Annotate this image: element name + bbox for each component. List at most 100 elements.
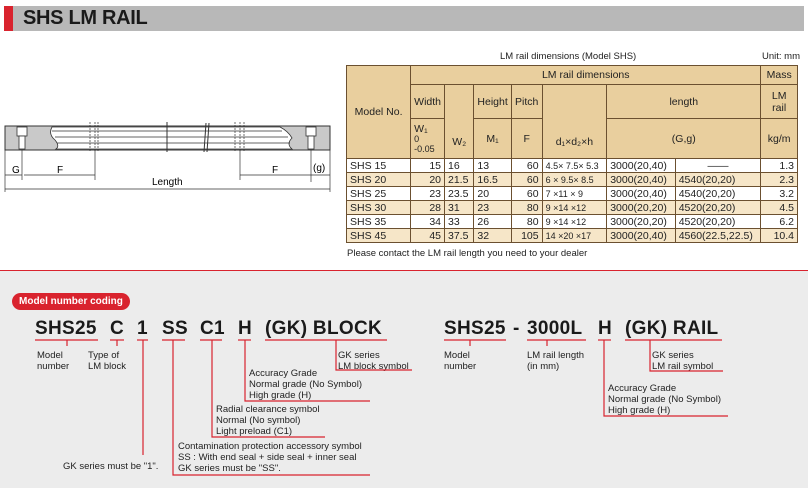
- header-length: length: [606, 84, 762, 119]
- header-group: LM rail dimensions: [410, 65, 762, 85]
- cell-w2: 21.5: [443, 172, 475, 187]
- dim-G: G: [12, 165, 20, 176]
- w1-tol-upper: 0: [414, 133, 420, 144]
- rail-drawing: G F F (g) Length: [4, 122, 331, 192]
- block-code-part: H: [238, 318, 253, 339]
- block-code-part: C: [110, 318, 125, 339]
- cell-w2: 33: [443, 214, 475, 229]
- cell-model: SHS 25: [345, 186, 412, 201]
- block-model-label: Model: [37, 350, 63, 361]
- cell-f: 60: [510, 172, 543, 187]
- header-w1: W₁: [414, 122, 428, 135]
- block-code-part: C1: [200, 318, 225, 339]
- block-model-label: number: [37, 361, 70, 372]
- header-mass-sub: LM rail: [760, 84, 798, 119]
- rail-accuracy-label: Normal grade (No Symbol): [608, 394, 721, 405]
- table-row: SHS 25 23 23.5 20 60 7 ×11 × 9 3000(20,40) 4540…: [345, 186, 798, 201]
- dim-F-right: F: [272, 165, 278, 176]
- table-note: Please contact the LM rail length you ne…: [347, 248, 588, 259]
- cell-d: 9 ×14 ×12: [541, 214, 608, 229]
- cell-d: 9 ×14 ×12: [541, 200, 608, 215]
- table-unit: Unit: mm: [762, 51, 800, 62]
- block-accuracy-label: Accuracy Grade: [249, 368, 318, 379]
- cell-w1: 15: [410, 158, 445, 173]
- header-d: d₁×d₂×h: [541, 84, 608, 159]
- table-row: SHS 35 34 33 26 80 9 ×14 ×12 3000(20,20) 4520(2…: [345, 214, 798, 229]
- header-height: Height: [473, 84, 512, 119]
- block-accuracy-label: Normal grade (No Symbol): [249, 379, 362, 390]
- table-caption: LM rail dimensions (Model SHS): [500, 51, 637, 62]
- cell-f: 105: [510, 228, 543, 243]
- cell-length-std: 3000(20,20): [606, 200, 676, 215]
- header-m1: M₁: [473, 118, 512, 159]
- rail-code-part: SHS25: [444, 318, 506, 339]
- table-row: SHS 15 15 16 13 60 4.5× 7.5× 5.3 3000(20,40) ——…: [345, 158, 798, 173]
- block-code-part: SHS25: [35, 318, 97, 339]
- cell-w1: 23: [410, 186, 445, 201]
- cell-w2: 23.5: [443, 186, 475, 201]
- block-contamination-label: SS : With end seal + side seal + inner s…: [178, 452, 357, 463]
- block-code-part: (GK) BLOCK: [265, 318, 382, 339]
- cell-length-max: 4540(20,20): [674, 172, 762, 187]
- block-clearance-label: Light preload (C1): [216, 426, 293, 437]
- cell-length-std: 3000(20,40): [606, 186, 676, 201]
- rail-model-label: number: [444, 361, 477, 372]
- block-accuracy-label: High grade (H): [249, 390, 312, 401]
- dim-g: (g): [313, 163, 325, 174]
- cell-f: 60: [510, 186, 543, 201]
- cell-mass: 6.2: [760, 214, 798, 229]
- cell-length-max: 4540(20,20): [674, 186, 762, 201]
- cell-m1: 20: [473, 186, 512, 201]
- cell-w2: 37.5: [443, 228, 475, 243]
- header-mass-unit: kg/m: [760, 118, 798, 159]
- block-clearance-label: Normal (No symbol): [216, 415, 301, 426]
- rail-dimensions-table: Model No. LM rail dimensions Mass Width …: [345, 65, 798, 243]
- cell-length-std: 3000(20,40): [606, 158, 676, 173]
- header-width: Width: [410, 84, 445, 119]
- block-gk-one-label: GK series must be "1".: [63, 461, 159, 472]
- cell-m1: 16.5: [473, 172, 512, 187]
- cell-model: SHS 35: [345, 214, 412, 229]
- cell-w1: 20: [410, 172, 445, 187]
- cell-d: 6 × 9.5× 8.5: [541, 172, 608, 187]
- cell-m1: 26: [473, 214, 512, 229]
- page-title: SHS LM RAIL: [23, 7, 148, 29]
- header-pitch: Pitch: [510, 84, 543, 119]
- cell-m1: 13: [473, 158, 512, 173]
- cell-w2: 31: [443, 200, 475, 215]
- rail-accuracy-label: Accuracy Grade: [608, 383, 677, 394]
- rail-gk-symbol-label: LM rail symbol: [652, 361, 714, 372]
- cell-length-max: 4520(20,20): [674, 214, 762, 229]
- cell-length-std: 3000(20,40): [606, 228, 676, 243]
- cell-f: 60: [510, 158, 543, 173]
- cell-w2: 16: [443, 158, 475, 173]
- block-type-label: LM block: [88, 361, 127, 372]
- cell-model: SHS 45: [345, 228, 412, 243]
- header-mass: Mass: [760, 65, 798, 85]
- cell-w1: 34: [410, 214, 445, 229]
- cell-m1: 23: [473, 200, 512, 215]
- header-gg: (G,g): [606, 118, 762, 159]
- block-contamination-label: GK series must be "SS".: [178, 463, 281, 474]
- title-accent: [4, 6, 13, 31]
- cell-model: SHS 15: [345, 158, 412, 173]
- header-model: Model No.: [345, 65, 412, 159]
- cell-length-max: 4560(22.5,22.5): [674, 228, 762, 243]
- rail-accuracy-label: High grade (H): [608, 405, 671, 416]
- block-gk-symbol-label: LM block symbol: [338, 361, 409, 372]
- rail-code-part: 3000L: [527, 318, 583, 339]
- rail-code-part: (GK) RAIL: [625, 318, 719, 339]
- header-f: F: [510, 118, 543, 159]
- cell-length-max: 4520(20,20): [674, 200, 762, 215]
- dim-F-left: F: [57, 165, 63, 176]
- rail-gk-symbol-label: GK series: [652, 350, 694, 361]
- cell-d: 14 ×20 ×17: [541, 228, 608, 243]
- rail-code-part: H: [598, 318, 613, 339]
- table-row: SHS 45 45 37.5 32 105 14 ×20 ×17 3000(20,40) 45…: [345, 228, 798, 243]
- cell-length-std: 3000(20,20): [606, 214, 676, 229]
- rail-model-label: Model: [444, 350, 470, 361]
- cell-mass: 1.3: [760, 158, 798, 173]
- cell-length-max: ——: [674, 158, 762, 173]
- header-w2: W₂: [443, 84, 475, 159]
- block-contamination-label: Contamination protection accessory symbo…: [178, 441, 362, 452]
